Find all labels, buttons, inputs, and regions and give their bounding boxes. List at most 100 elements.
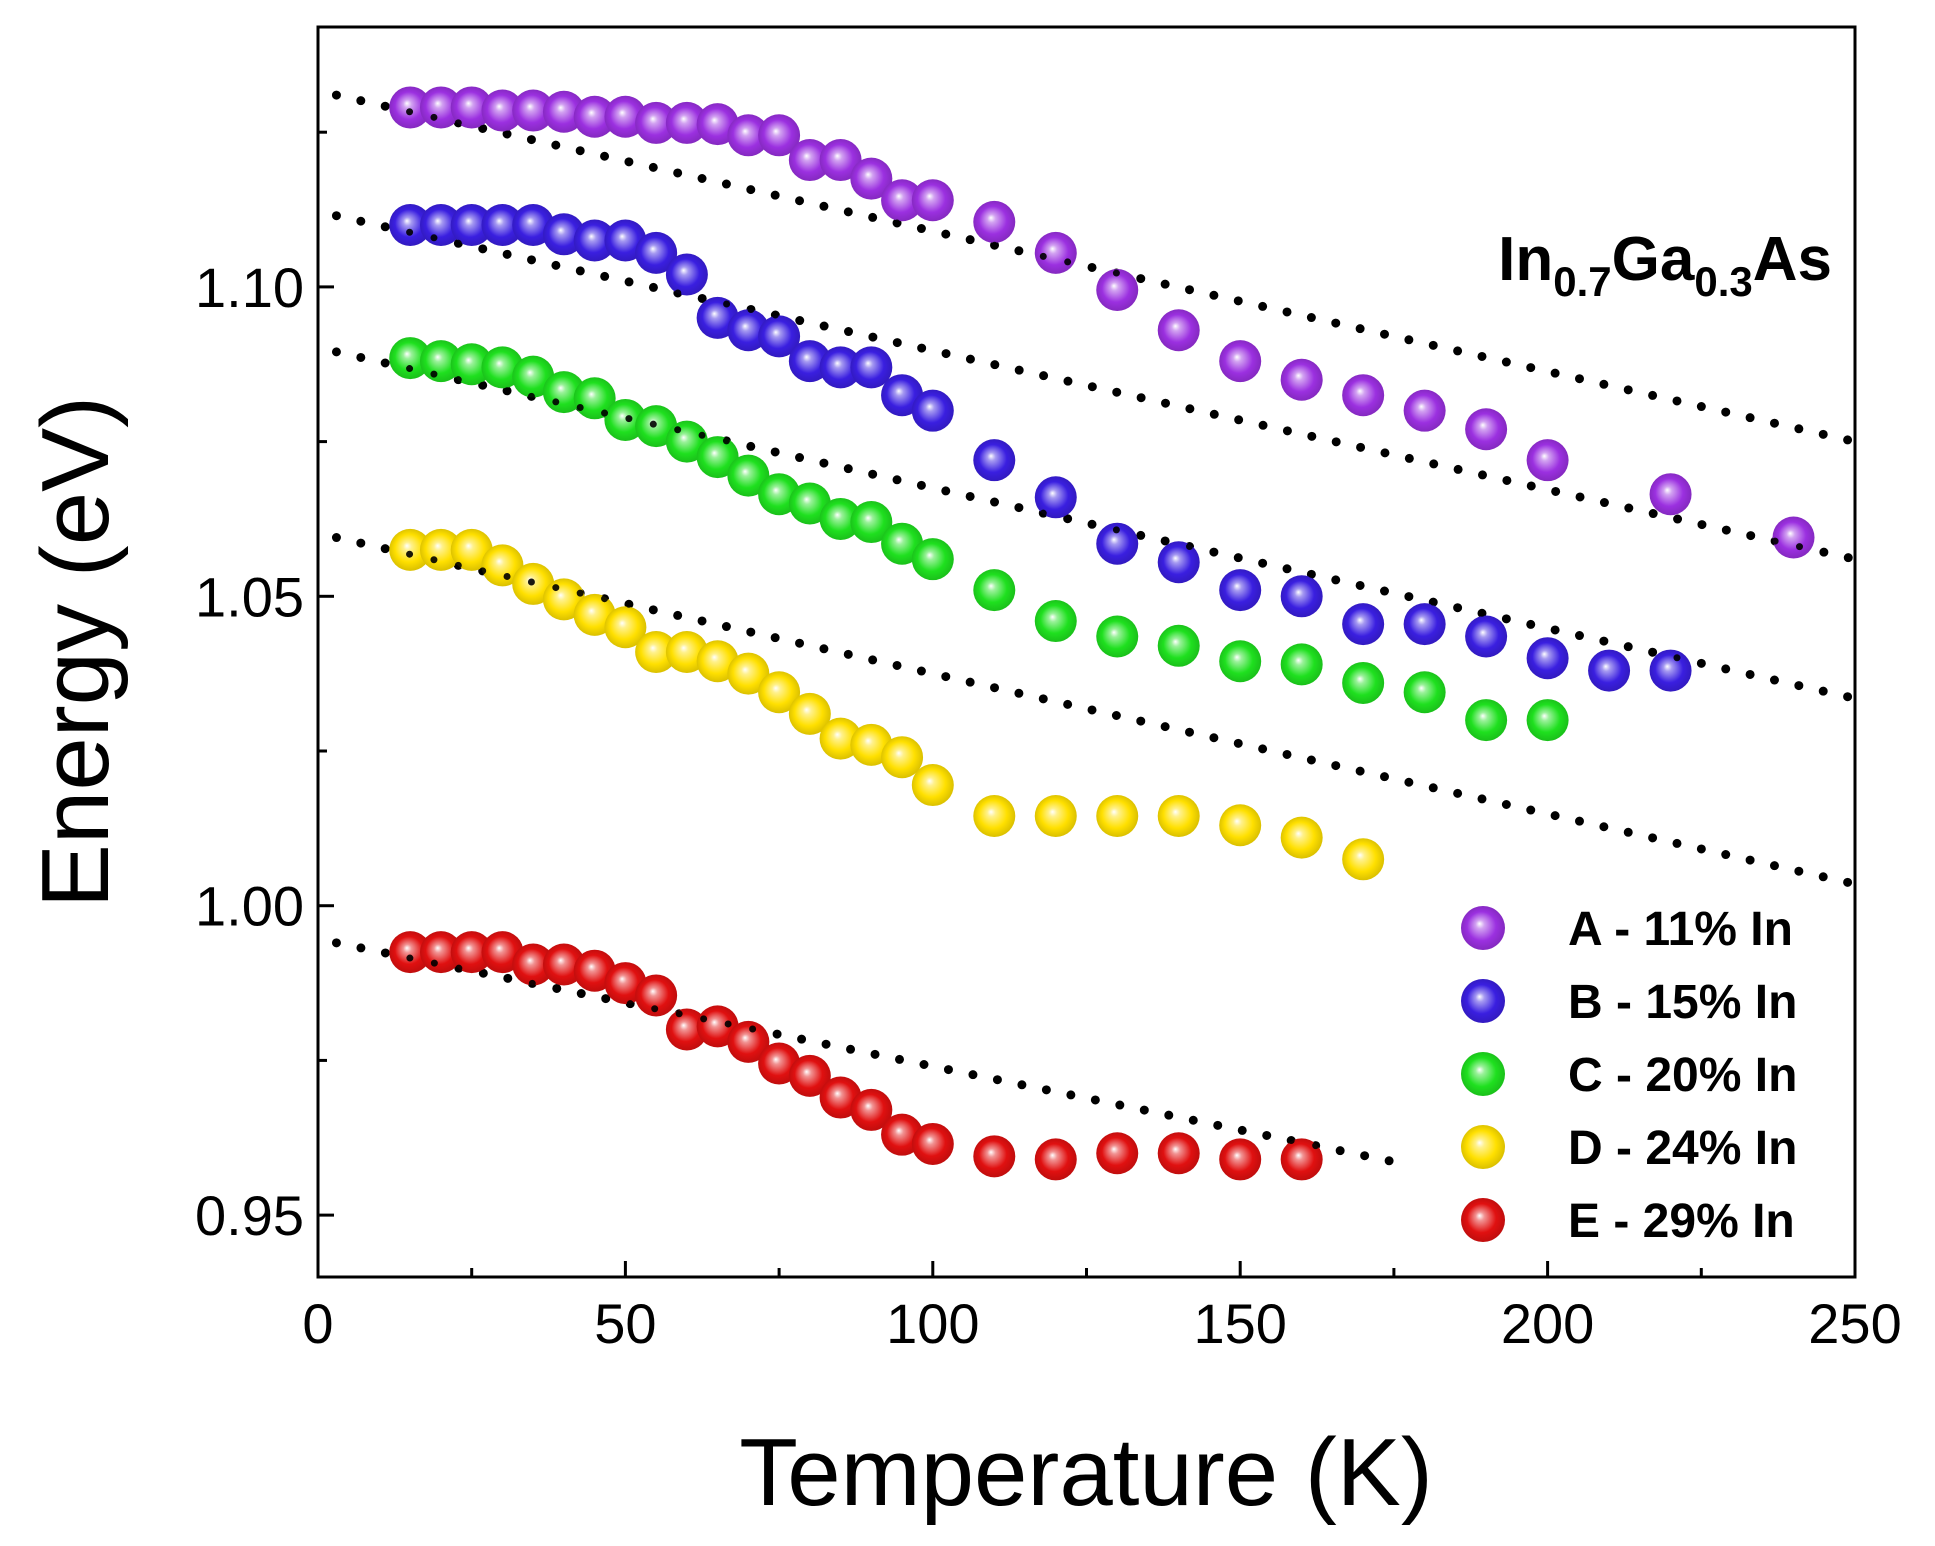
- data-point: [1342, 374, 1385, 417]
- data-point: [758, 315, 801, 358]
- data-point: [696, 436, 739, 479]
- data-point: [788, 139, 831, 182]
- data-point: [1034, 231, 1077, 274]
- data-point: [1219, 640, 1262, 683]
- data-point: [1403, 671, 1446, 714]
- data-point: [573, 377, 616, 420]
- legend-marker: [1461, 1198, 1505, 1242]
- data-point: [1403, 603, 1446, 646]
- data-point: [1649, 649, 1692, 692]
- data-point: [911, 179, 954, 222]
- data-point: [604, 606, 647, 649]
- data-point: [727, 114, 770, 157]
- data-point: [1034, 1138, 1077, 1181]
- legend-item-e-29pct-in: E - 29% In: [1461, 1195, 1795, 1248]
- data-point: [573, 95, 616, 138]
- data-point: [1772, 516, 1815, 559]
- data-point: [481, 89, 524, 132]
- data-point: [881, 179, 924, 222]
- data-point: [1034, 794, 1077, 837]
- data-point: [1280, 575, 1323, 618]
- data-point: [1342, 661, 1385, 704]
- data-point: [1342, 838, 1385, 881]
- data-point: [1157, 1132, 1200, 1175]
- data-point: [389, 337, 432, 380]
- data-point: [1465, 615, 1508, 658]
- data-point: [1588, 649, 1631, 692]
- data-point: [1342, 603, 1385, 646]
- legend-label: A - 11% In: [1568, 903, 1793, 956]
- data-point: [1157, 309, 1200, 352]
- data-point: [389, 931, 432, 974]
- fit-line-overlay: [332, 939, 1416, 1170]
- fit-line-overlay: [332, 212, 1859, 563]
- data-point: [1219, 340, 1262, 383]
- data-point: [419, 931, 462, 974]
- data-points: [332, 86, 1859, 1181]
- data-point: [973, 569, 1016, 612]
- data-point: [389, 204, 432, 247]
- data-point: [389, 86, 432, 129]
- legend-item-a-11pct-in: A - 11% In: [1461, 903, 1793, 956]
- data-point: [573, 219, 616, 262]
- x-tick-label: 200: [1501, 1292, 1594, 1355]
- legend-item-c-20pct-in: C - 20% In: [1461, 1049, 1797, 1102]
- data-point: [419, 86, 462, 129]
- data-point: [1096, 794, 1139, 837]
- x-tick-label: 0: [302, 1292, 333, 1355]
- legend-item-d-24pct-in: D - 24% In: [1461, 1122, 1797, 1175]
- data-point: [1526, 439, 1569, 482]
- data-point: [881, 736, 924, 779]
- data-point: [1157, 624, 1200, 667]
- data-point: [973, 1135, 1016, 1178]
- data-point: [1280, 1138, 1323, 1181]
- data-point: [1280, 816, 1323, 859]
- data-point: [419, 204, 462, 247]
- data-point: [635, 974, 678, 1017]
- data-point: [450, 86, 493, 129]
- x-tick-label: 50: [594, 1292, 656, 1355]
- composition-annotation: In0.7Ga0.3As: [1498, 225, 1832, 305]
- data-point: [419, 528, 462, 571]
- data-point: [1465, 699, 1508, 742]
- y-tick-label: 0.95: [195, 1184, 304, 1247]
- data-point: [1649, 473, 1692, 516]
- data-point: [911, 538, 954, 581]
- data-point: [512, 943, 555, 986]
- data-point: [850, 346, 893, 389]
- series-d-24pct-in: [389, 528, 1385, 881]
- data-point: [850, 501, 893, 544]
- y-tick-label: 1.00: [195, 875, 304, 938]
- data-point: [758, 114, 801, 157]
- data-point: [850, 1088, 893, 1131]
- data-point: [1403, 389, 1446, 432]
- x-tick-label: 150: [1193, 1292, 1286, 1355]
- data-point: [1219, 1138, 1262, 1181]
- data-point: [1526, 699, 1569, 742]
- legend-label: E - 29% In: [1568, 1195, 1795, 1248]
- legend-label: C - 20% In: [1568, 1049, 1797, 1102]
- data-point: [973, 439, 1016, 482]
- data-point: [665, 1008, 708, 1051]
- x-tick-label: 100: [886, 1292, 979, 1355]
- data-point: [911, 389, 954, 432]
- legend: A - 11% In B - 15% In C - 20% In D - 24% In…: [1461, 903, 1797, 1248]
- data-point: [635, 231, 678, 274]
- data-point: [1465, 408, 1508, 451]
- y-axis-title: Energy (eV): [22, 396, 129, 908]
- data-point: [419, 340, 462, 383]
- data-point: [819, 139, 862, 182]
- axis-ticks: 0 50 100 150 200 250 0.95 1.00 1.05 1.10: [195, 130, 1902, 1355]
- data-point: [1219, 569, 1262, 612]
- data-point: [758, 671, 801, 714]
- legend-marker: [1461, 979, 1505, 1023]
- x-tick-label: 250: [1808, 1292, 1901, 1355]
- legend-marker: [1461, 1052, 1505, 1096]
- data-point: [481, 544, 524, 587]
- series-b-15pct-in: [389, 204, 1692, 692]
- data-point: [1157, 541, 1200, 584]
- data-point: [1034, 600, 1077, 643]
- data-point: [1096, 268, 1139, 311]
- legend-label: B - 15% In: [1568, 976, 1797, 1029]
